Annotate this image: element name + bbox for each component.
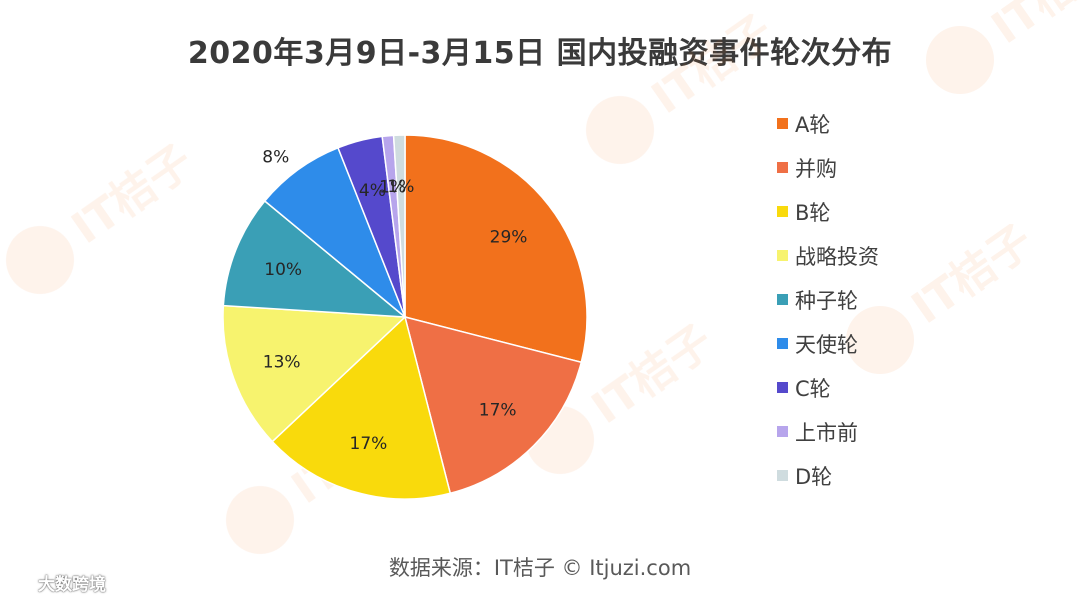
watermark-mark: IT桔子 — [926, 0, 1080, 94]
legend-swatch-5 — [777, 338, 788, 349]
legend-label-5: 天使轮 — [795, 333, 858, 357]
legend-label-8: D轮 — [795, 465, 832, 489]
slice-label-0: 29% — [490, 228, 528, 248]
brand-badge-label: 大数跨境 — [38, 574, 106, 595]
data-source-note: 数据来源：IT桔子 © Itjuzi.com — [388, 556, 692, 580]
legend-swatch-4 — [777, 294, 788, 305]
svg-text:IT桔子: IT桔子 — [63, 135, 202, 254]
pie-slice-5 — [263, 146, 406, 318]
brand-badge: 大数跨境 — [6, 568, 106, 596]
legend-label-0: A轮 — [795, 113, 830, 137]
pie-slice-8 — [392, 134, 406, 318]
slice-label-8: 1% — [387, 177, 414, 197]
legend-swatch-6 — [777, 382, 788, 393]
legend-swatch-1 — [777, 162, 788, 173]
legend-swatch-0 — [777, 118, 788, 129]
watermark-mark: IT桔子 — [6, 135, 202, 294]
watermark-mark: IT桔子 — [586, 5, 782, 164]
svg-text:IT桔子: IT桔子 — [983, 0, 1080, 54]
pie-slice-2 — [271, 315, 452, 500]
slice-label-5: 8% — [262, 147, 289, 167]
legend-label-4: 种子轮 — [795, 289, 858, 313]
legend-swatch-7 — [777, 426, 788, 437]
slice-label-2: 17% — [350, 434, 388, 454]
legend-label-2: B轮 — [795, 201, 830, 225]
brand-logo-icon — [7, 573, 30, 591]
legend-label-6: C轮 — [795, 377, 831, 401]
slice-label-4: 10% — [264, 260, 302, 280]
svg-text:IT桔子: IT桔子 — [643, 5, 782, 124]
pie-slice-0 — [404, 134, 588, 364]
legend-label-1: 并购 — [795, 157, 837, 181]
legend-swatch-3 — [777, 250, 788, 261]
legend-swatch-8 — [777, 470, 788, 481]
pie-slice-1 — [403, 315, 583, 495]
pie-slice-4 — [222, 199, 408, 318]
legend-swatch-2 — [777, 206, 788, 217]
legend-label-3: 战略投资 — [795, 245, 879, 269]
pie-slice-3 — [222, 304, 407, 443]
slice-label-6: 4% — [359, 181, 386, 201]
slice-label-3: 13% — [263, 352, 301, 372]
slice-label-7: 1% — [379, 178, 406, 198]
watermark-mark: IT桔子 — [846, 215, 1042, 374]
legend-label-7: 上市前 — [795, 421, 858, 445]
svg-text:IT桔子: IT桔子 — [583, 315, 722, 434]
chart-title: 2020年3月9日-3月15日 国内投融资事件轮次分布 — [187, 36, 893, 71]
slice-label-1: 17% — [479, 401, 517, 421]
svg-text:IT桔子: IT桔子 — [903, 215, 1042, 334]
